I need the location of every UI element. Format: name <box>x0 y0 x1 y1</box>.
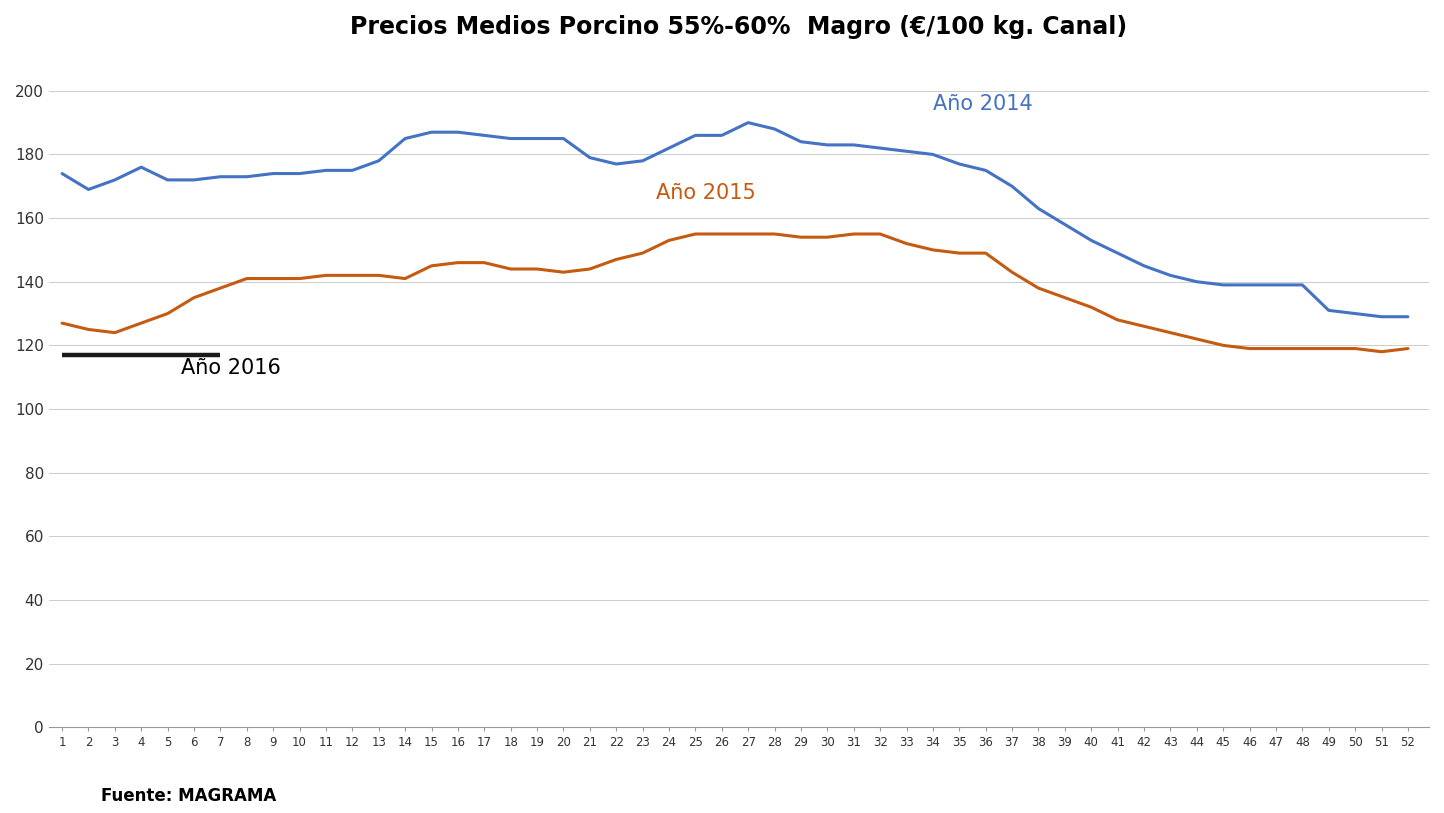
Title: Precios Medios Porcino 55%-60%  Magro (€/100 kg. Canal): Precios Medios Porcino 55%-60% Magro (€/… <box>351 15 1128 39</box>
Text: Año 2014: Año 2014 <box>933 93 1032 114</box>
Text: Año 2015: Año 2015 <box>656 183 755 202</box>
Text: Fuente: MAGRAMA: Fuente: MAGRAMA <box>101 787 276 805</box>
Text: Año 2016: Año 2016 <box>180 358 280 378</box>
